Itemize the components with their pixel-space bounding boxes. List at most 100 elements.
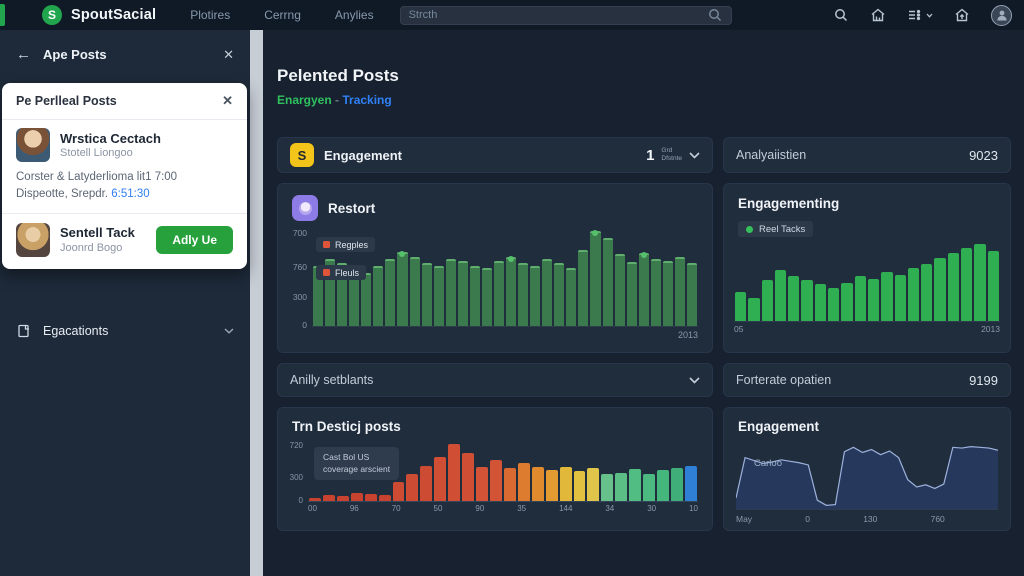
anally-label: Anilly setblants: [290, 373, 374, 387]
user-subtitle: Joonrd Bogo: [60, 241, 123, 254]
bar: [686, 263, 697, 326]
search-bar[interactable]: [399, 5, 732, 25]
subtitle-separator: -: [331, 93, 343, 107]
bar: [421, 263, 432, 326]
subtitle-green[interactable]: Enargyen: [277, 93, 332, 107]
home-icon[interactable]: [870, 7, 886, 23]
bar: [506, 255, 517, 326]
top-posts-chart-card: Trn Desticj posts 720 300 0 Cast Bol US …: [277, 407, 713, 531]
bar: [590, 230, 601, 326]
desc-line-1: Corster & Latyderlioma lit1 7:00: [16, 171, 178, 183]
user-name: Wrstica Cectach: [60, 130, 161, 146]
logo-glyph: S: [47, 8, 56, 22]
app-logo[interactable]: S: [42, 5, 62, 25]
chevron-down-icon: [689, 151, 700, 159]
bar: [601, 473, 614, 501]
bar: [559, 466, 572, 501]
bar: [337, 263, 348, 326]
bar: [828, 287, 840, 321]
bar: [530, 265, 541, 326]
bar: [406, 473, 419, 501]
bar: [518, 263, 529, 326]
bar: [643, 473, 656, 501]
bar: [420, 465, 433, 501]
bar: [378, 495, 391, 501]
bar: [814, 283, 827, 321]
chevron-down-icon: [224, 327, 234, 334]
bar: [573, 471, 586, 501]
sidebar-item-egacationts[interactable]: Egacationts: [0, 323, 250, 339]
forterate-value: 9199: [969, 372, 998, 388]
bar: [503, 467, 516, 501]
engagement-bottom-card: Engagement Carloo May 0 130 760: [723, 407, 1011, 531]
sidebar-item-label: Egacationts: [43, 323, 109, 338]
bar: [481, 268, 492, 326]
search-icon[interactable]: [833, 7, 849, 23]
bar: [894, 274, 906, 321]
x-axis: May 0 130 760: [736, 514, 945, 524]
bar: [614, 254, 625, 326]
top-posts-chart: 720 300 0 Cast Bol US coverage arscient: [290, 441, 698, 505]
desc-line-2: Dispeotte, Srepdr. 6:51:30: [16, 188, 150, 201]
bar: [657, 470, 669, 501]
sidebar-header: ← Ape Posts ✕: [0, 30, 250, 73]
bar: [801, 279, 813, 321]
search-input[interactable]: [408, 9, 707, 21]
bar: [578, 249, 589, 326]
user-subtitle: Stotell Liongoo: [60, 147, 133, 160]
bar: [735, 291, 747, 321]
x-axis: 00 96 70 50 90 35 144 34 30 10: [308, 504, 698, 513]
analytics-header-card[interactable]: Analyaiistien 9023: [723, 137, 1011, 173]
subtitle-blue[interactable]: Tracking: [342, 93, 392, 107]
upload-home-icon[interactable]: [954, 7, 970, 23]
user-avatar[interactable]: [991, 4, 1012, 26]
filter-dropdown[interactable]: 1 Grd Dfstnte: [646, 147, 700, 164]
anally-header-card[interactable]: Anilly setblants: [277, 363, 713, 397]
chart-tooltip: Cast Bol US coverage arscient: [314, 447, 400, 480]
bar: [433, 265, 444, 326]
bar: [493, 261, 504, 326]
bar: [626, 262, 637, 326]
user-row[interactable]: Wrstica Cectach Stotell Liongoo: [2, 120, 247, 167]
user-row[interactable]: Sentell Tack Joonrd Bogo Adly Ue: [2, 214, 247, 269]
bar: [867, 278, 880, 321]
post-description: Corster & Latyderlioma lit1 7:00 Dispeot…: [2, 167, 247, 214]
data-point-marker: [508, 255, 515, 262]
bar: [748, 298, 760, 321]
bar: [385, 258, 396, 326]
bar: [322, 495, 335, 501]
top-nav: Plotires Cerrng Anylies: [190, 8, 373, 22]
restort-avatar-icon: [292, 195, 318, 221]
top-posts-bars: [308, 444, 698, 502]
bar: [325, 258, 336, 326]
nav-item-3[interactable]: Anylies: [334, 8, 374, 22]
close-icon[interactable]: ✕: [223, 46, 234, 62]
bar: [587, 467, 600, 501]
time-link[interactable]: 6:51:30: [111, 188, 150, 201]
search-icon: [708, 9, 721, 22]
bar: [336, 496, 349, 501]
bar: [921, 263, 933, 321]
avatar: [16, 128, 50, 162]
follow-button[interactable]: Adly Ue: [156, 225, 233, 254]
user-name: Sentell Tack: [60, 225, 135, 241]
restort-bars: [312, 230, 698, 327]
list-menu-dropdown[interactable]: [907, 7, 933, 23]
nav-item-2[interactable]: Cerrng: [264, 8, 301, 22]
engagementing-title: Engagementing: [738, 196, 840, 211]
engagement-icon: S: [290, 143, 314, 167]
bar: [650, 258, 661, 326]
card-close-icon[interactable]: ✕: [222, 93, 233, 108]
bar: [684, 465, 697, 501]
panel-scrollbar[interactable]: [250, 30, 263, 576]
back-arrow-icon[interactable]: ←: [16, 46, 31, 63]
bar: [434, 456, 447, 501]
brand-title: SpoutSacial: [71, 7, 157, 23]
edge-accent: [0, 4, 5, 26]
bar: [545, 470, 558, 501]
bar: [854, 276, 866, 321]
bar: [788, 275, 800, 321]
forterate-header-card[interactable]: Forterate opatien 9199: [723, 363, 1011, 397]
engagement-label: Engagement: [324, 147, 403, 163]
nav-item-1[interactable]: Plotires: [190, 8, 231, 22]
